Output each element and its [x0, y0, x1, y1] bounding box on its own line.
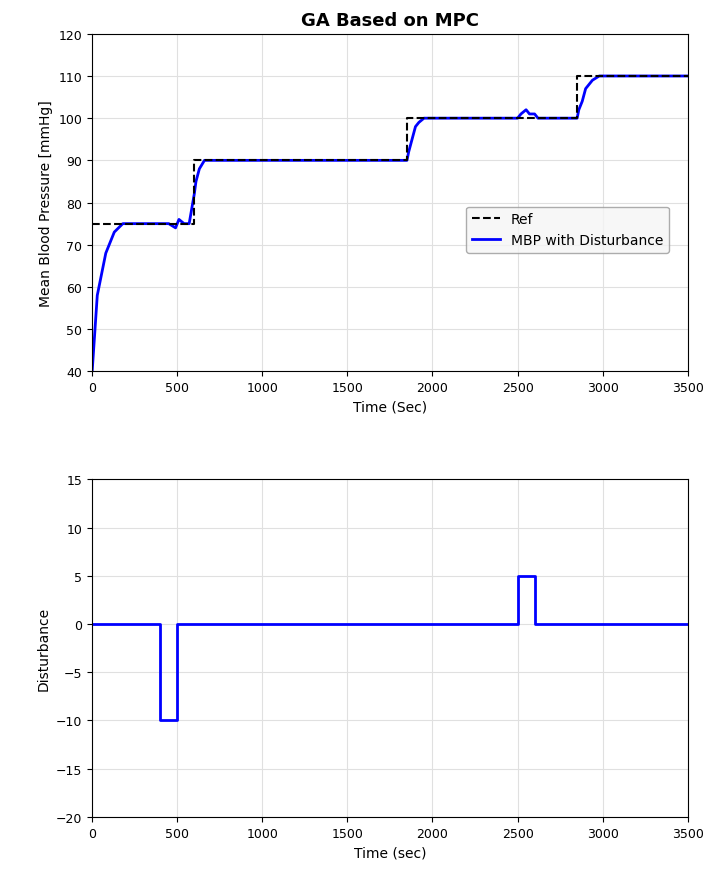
MBP with Disturbance [404, 148, 413, 158]
MBP with Disturbance [207, 156, 216, 166]
Y-axis label: Mean Blood Pressure [mmHg]: Mean Blood Pressure [mmHg] [39, 100, 53, 307]
Title: GA Based on MPC: GA Based on MPC [301, 12, 479, 30]
MBP with Disturbance [574, 105, 583, 116]
Ref [403, 114, 411, 124]
MBP with Disturbance [258, 156, 267, 166]
MBP with Disturbance [122, 219, 130, 229]
MBP with Disturbance [190, 189, 199, 200]
MBP with Disturbance [93, 291, 101, 302]
Ref [573, 114, 581, 124]
MBP with Disturbance [522, 105, 530, 116]
Legend: Ref, MBP with Disturbance: Ref, MBP with Disturbance [467, 208, 669, 253]
MBP with Disturbance [174, 215, 183, 225]
MBP with Disturbance [581, 84, 590, 95]
MBP with Disturbance [547, 114, 556, 124]
MBP with Disturbance [130, 219, 139, 229]
MBP with Disturbance [185, 219, 194, 229]
MBP with Disturbance [598, 71, 607, 82]
MBP with Disturbance [172, 223, 180, 234]
MBP with Disturbance [156, 219, 164, 229]
MBP with Disturbance [101, 249, 110, 259]
Line: MBP with Disturbance: MBP with Disturbance [92, 76, 688, 372]
MBP with Disturbance [415, 118, 423, 129]
MBP with Disturbance [578, 97, 586, 108]
MBP with Disturbance [683, 71, 692, 82]
MBP with Disturbance [110, 228, 118, 238]
Ref [88, 219, 96, 229]
Ref [190, 156, 199, 166]
Y-axis label: Disturbance: Disturbance [37, 607, 50, 690]
Ref [190, 219, 199, 229]
X-axis label: Time (sec): Time (sec) [354, 846, 426, 859]
MBP with Disturbance [513, 114, 522, 124]
MBP with Disturbance [573, 114, 581, 124]
MBP with Disturbance [180, 219, 189, 229]
MBP with Disturbance [588, 76, 597, 86]
MBP with Disturbance [403, 156, 411, 166]
MBP with Disturbance [139, 219, 147, 229]
MBP with Disturbance [420, 114, 428, 124]
MBP with Disturbance [195, 164, 203, 175]
MBP with Disturbance [595, 71, 603, 82]
MBP with Disturbance [525, 109, 534, 120]
Ref [403, 156, 411, 166]
MBP with Disturbance [118, 219, 127, 229]
MBP with Disturbance [88, 367, 96, 377]
MBP with Disturbance [200, 156, 208, 166]
MBP with Disturbance [534, 114, 542, 124]
MBP with Disturbance [539, 114, 547, 124]
Line: Ref: Ref [92, 76, 688, 224]
Ref [683, 71, 692, 82]
X-axis label: Time (Sec): Time (Sec) [353, 400, 427, 415]
MBP with Disturbance [428, 114, 437, 124]
Ref [573, 71, 581, 82]
MBP with Disturbance [408, 135, 416, 145]
MBP with Disturbance [530, 109, 539, 120]
MBP with Disturbance [191, 177, 200, 188]
MBP with Disturbance [411, 123, 420, 133]
MBP with Disturbance [517, 109, 525, 120]
MBP with Disturbance [164, 219, 173, 229]
